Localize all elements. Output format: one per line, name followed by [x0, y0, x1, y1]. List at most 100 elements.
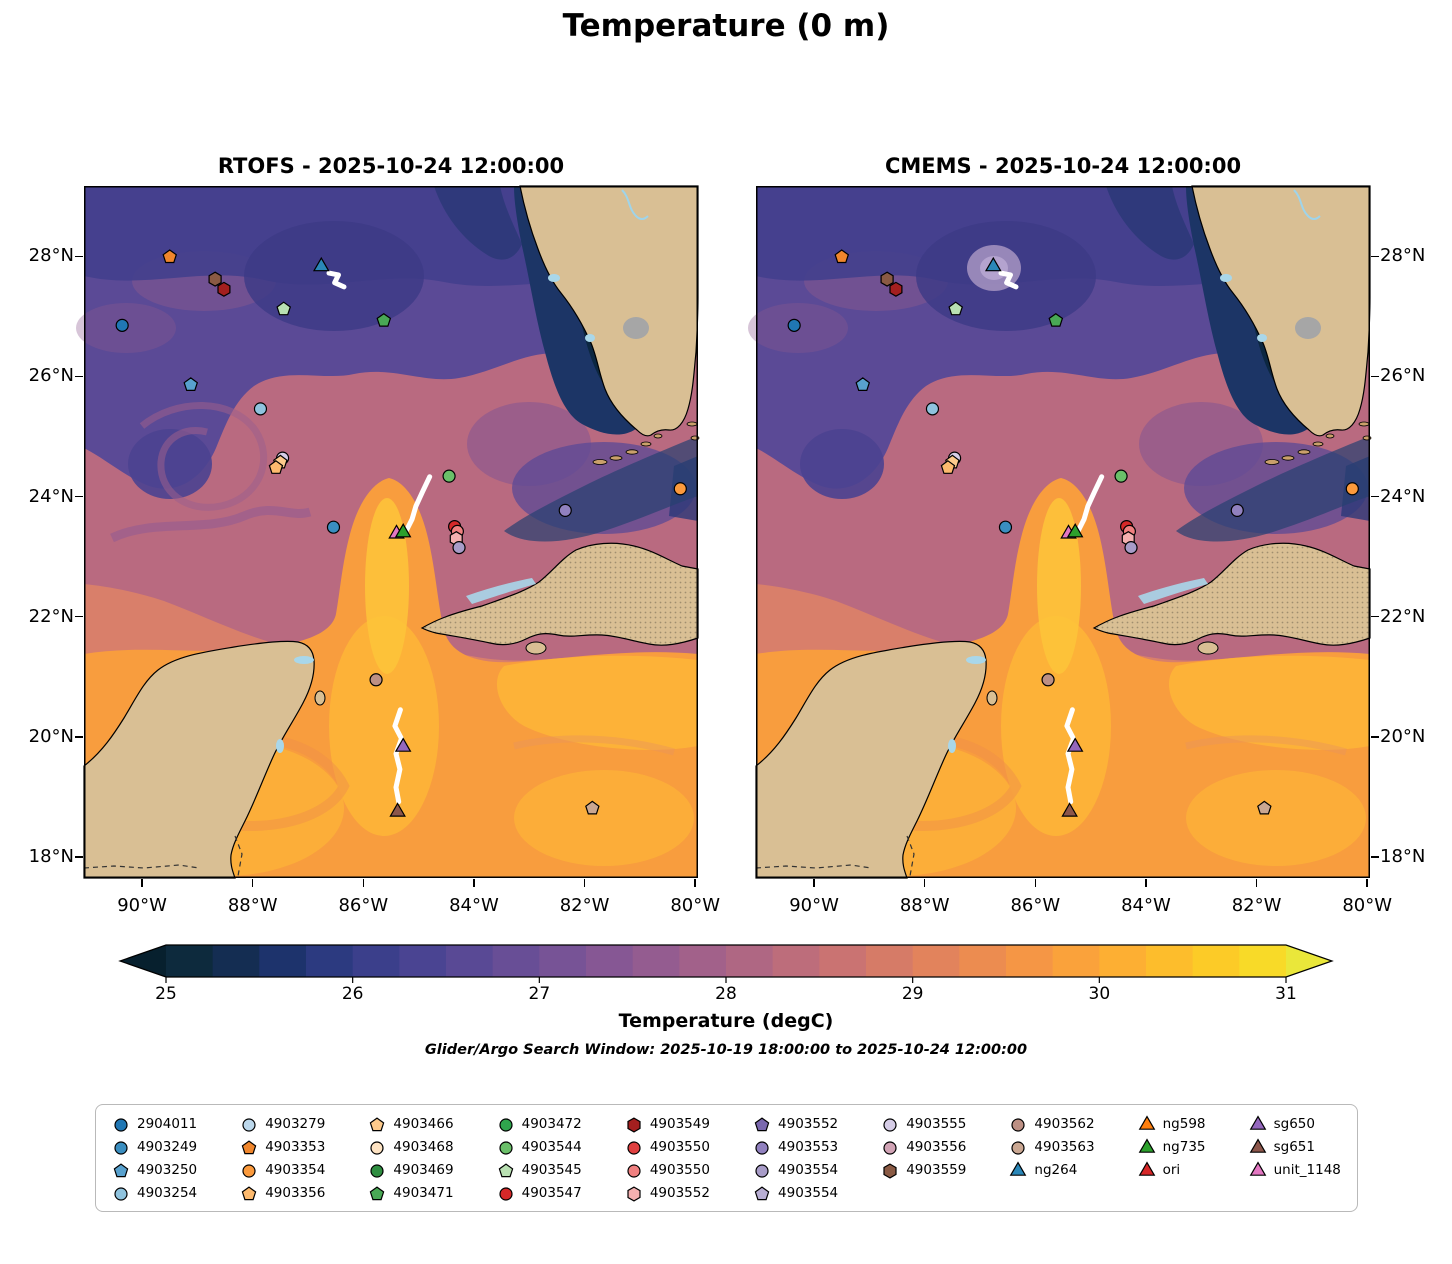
legend-label: ng264	[1034, 1161, 1078, 1178]
legend-item-4903552: 4903552	[625, 1182, 710, 1203]
colorbar-tick-label: 28	[715, 984, 737, 1004]
platform-marker-4903554	[1124, 541, 1138, 555]
legend-label: 2904011	[137, 1115, 198, 1132]
rtofs-frame	[84, 186, 698, 878]
legend-column: 4903466 4903468 4903469 4903471	[368, 1113, 454, 1203]
platform-marker-4903250	[855, 377, 871, 391]
platform-marker-4903254	[253, 402, 268, 416]
legend-label: 4903469	[393, 1161, 454, 1178]
legend-label: 4903466	[393, 1115, 454, 1132]
platform-marker-4903563	[1257, 800, 1272, 815]
cmems-panel-title: CMEMS - 2025-10-24 12:00:00	[884, 154, 1242, 178]
platform-marker-ng264	[984, 256, 1002, 272]
legend-item-4903547: 4903547	[497, 1182, 582, 1203]
lon-tick	[813, 879, 815, 887]
lon-tick-label: 90°W	[117, 895, 167, 916]
platform-marker-4903545	[276, 301, 292, 316]
lon-tick-label: 90°W	[789, 895, 839, 916]
cmems-map	[756, 186, 1370, 878]
lon-tick	[1255, 879, 1258, 887]
legend-item-unit_1148: unit_1148	[1249, 1159, 1341, 1180]
legend-label: 4903544	[521, 1138, 582, 1155]
platform-legend: 2904011 4903249 4903250 4903254 4903279 49033…	[95, 1104, 1358, 1212]
glider-track-ng264	[326, 270, 347, 290]
lat-tick	[75, 375, 83, 378]
cmems-markers	[787, 249, 1359, 817]
legend-item-4903562: 4903562	[1009, 1113, 1095, 1134]
lat-tick-label: 20°N	[28, 725, 74, 747]
pentagon-marker-icon	[754, 1185, 770, 1200]
triangle-marker-icon	[1249, 1160, 1266, 1176]
platform-marker-2904011	[115, 318, 129, 332]
platform-marker-sg651	[1061, 802, 1078, 817]
lon-tick-label: 82°W	[559, 895, 610, 916]
legend-item-ng264: ng264	[1009, 1159, 1094, 1180]
glider-track-sg650	[392, 707, 404, 805]
platform-marker-ng264	[312, 256, 330, 272]
legend-item-4903559: 4903559	[881, 1159, 966, 1180]
legend-item-sg650: sg650	[1249, 1113, 1341, 1134]
lat-tick	[75, 856, 83, 858]
platform-marker-4903354	[1345, 482, 1359, 496]
circle-marker-icon	[1011, 1117, 1026, 1132]
legend-label: sg651	[1273, 1138, 1315, 1155]
legend-item-ng735: ng735	[1138, 1136, 1206, 1157]
legend-label: 4903279	[265, 1115, 326, 1132]
platform-marker-4903353	[162, 249, 178, 264]
legend-column: 4903562 4903563 ng264	[1009, 1113, 1095, 1203]
hexagon-marker-icon	[627, 1116, 641, 1133]
platform-marker-sg650	[394, 737, 412, 752]
platform-marker-4903544	[1114, 469, 1128, 483]
circle-marker-icon	[242, 1163, 256, 1178]
legend-label: ori	[1162, 1161, 1181, 1178]
lon-tick	[1034, 879, 1037, 887]
platform-marker-4903249	[998, 520, 1013, 534]
pentagon-marker-icon	[754, 1116, 770, 1131]
platform-marker-4903254	[925, 402, 940, 416]
search-window-subtitle: Glider/Argo Search Window: 2025-10-19 18…	[424, 1042, 1028, 1058]
colorbar-ticks: 25 26 27 28 29 30 31	[118, 984, 1334, 1006]
triangle-marker-icon	[1010, 1160, 1027, 1176]
legend-item-4903552: 4903552	[753, 1113, 838, 1134]
platform-marker-4903250	[183, 377, 199, 391]
legend-label: 4903550	[649, 1138, 710, 1155]
lat-tick-label: 26°N	[28, 365, 74, 387]
legend-label: 4903559	[906, 1161, 967, 1178]
lon-tick	[473, 879, 475, 887]
lon-tick	[923, 879, 926, 887]
lat-tick-label: 24°N	[1380, 485, 1426, 507]
legend-item-4903563: 4903563	[1009, 1136, 1095, 1157]
lon-tick-label: 88°W	[227, 895, 278, 916]
colorbar-tick-label: 30	[1088, 984, 1111, 1004]
lat-tick	[1371, 856, 1379, 858]
triangle-marker-icon	[1138, 1114, 1155, 1130]
lon-tick-label: 86°W	[338, 895, 389, 916]
cmems-frame	[756, 186, 1370, 878]
hexagon-marker-icon	[627, 1185, 641, 1202]
platform-marker-sg651	[389, 802, 406, 817]
legend-item-4903555: 4903555	[881, 1113, 966, 1134]
legend-label: 4903472	[521, 1115, 582, 1132]
lon-tick	[694, 879, 696, 887]
colorbar-bar	[118, 944, 1334, 983]
legend-label: 4903554	[778, 1184, 839, 1201]
circle-marker-icon	[499, 1186, 513, 1201]
glider-track-loop-current-glider	[404, 474, 433, 533]
circle-marker-icon	[370, 1163, 385, 1178]
pentagon-marker-icon	[241, 1139, 257, 1154]
legend-item-4903279: 4903279	[240, 1113, 325, 1134]
legend-item-4903554: 4903554	[753, 1159, 838, 1180]
glider-track-ng264	[998, 270, 1019, 290]
glider-track-sg650	[1064, 707, 1076, 805]
circle-marker-icon	[370, 1140, 385, 1155]
platform-marker-4903559	[880, 271, 894, 287]
pentagon-marker-icon	[370, 1116, 385, 1131]
lat-tick	[1371, 495, 1379, 498]
legend-label: 4903249	[137, 1138, 198, 1155]
legend-item-4903254: 4903254	[112, 1182, 197, 1203]
lat-tick-label: 22°N	[1380, 605, 1426, 627]
legend-label: 4903545	[521, 1161, 582, 1178]
platform-marker-4903563	[585, 800, 600, 815]
figure-title: Temperature (0 m)	[562, 8, 890, 44]
lat-tick-label: 18°N	[28, 845, 74, 867]
